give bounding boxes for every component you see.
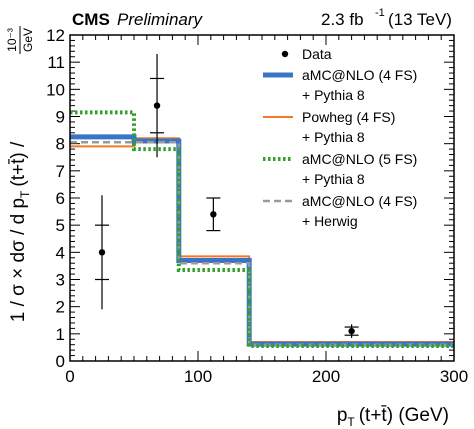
- data-point: [210, 211, 217, 218]
- y-tick-label: 1: [56, 325, 65, 344]
- y-tick-label: 10: [46, 80, 65, 99]
- x-tick-label: 200: [312, 367, 340, 386]
- legend-label: aMC@NLO (4 FS): [302, 67, 417, 83]
- legend-label-data: Data: [302, 46, 332, 62]
- legend: Data aMC@NLO (4 FS) + Pythia 8 Powheg (4 FS…: [263, 46, 417, 229]
- x-axis-title: pT (t+t̄) (GeV): [337, 405, 449, 429]
- y-tick-label: 9: [56, 108, 65, 127]
- y-axis-unit-num: 10⁻³: [5, 28, 19, 52]
- y-tick-label: 3: [56, 271, 65, 290]
- y-tick-label: 5: [56, 216, 65, 235]
- series-step-line: [70, 137, 454, 343]
- legend-marker-data: [281, 50, 289, 58]
- y-tick-label: 7: [56, 162, 65, 181]
- luminosity-label: 2.3 fb: [321, 10, 364, 29]
- y-axis-title: 1 / σ × dσ / d pT (t+t̄) / 10⁻³ GeV: [5, 26, 35, 322]
- y-axis-title-rest: (t+t̄) /: [8, 141, 29, 187]
- y-axis-title-sub: T: [18, 190, 32, 198]
- legend-label-line2: + Pythia 8: [302, 87, 365, 103]
- series-step-line: [70, 141, 454, 346]
- data-point: [153, 102, 161, 109]
- legend-label-line2: + Pythia 8: [302, 171, 365, 187]
- y-tick-label: 0: [56, 352, 65, 371]
- x-tick-label: 300: [440, 367, 468, 386]
- legend-label: aMC@NLO (5 FS): [302, 151, 417, 167]
- legend-label-line2: + Pythia 8: [302, 129, 365, 145]
- svg-text:1 / σ × dσ / d pT(t+t̄) /: 1 / σ × dσ / d pT (t+t̄) /: [8, 141, 32, 322]
- y-tick-label: 4: [56, 243, 65, 262]
- legend-label-line2: + Herwig: [302, 213, 358, 229]
- status-label: Preliminary: [117, 10, 204, 29]
- luminosity-exponent: -1: [375, 7, 385, 19]
- y-axis-unit-den: GeV: [21, 28, 35, 52]
- experiment-label: CMS: [72, 10, 110, 29]
- y-tick-label: 12: [46, 26, 65, 45]
- y-tick-label: 6: [56, 189, 65, 208]
- series-step-line: [70, 110, 454, 349]
- x-tick-label: 100: [184, 367, 212, 386]
- energy-label: (13 TeV): [388, 10, 452, 29]
- legend-label: Powheg (4 FS): [302, 109, 395, 125]
- y-tick-label: 2: [56, 298, 65, 317]
- data-layer: [95, 54, 359, 338]
- y-axis-title-main: 1 / σ × dσ / d p: [8, 198, 29, 322]
- plot-frame: [69, 34, 455, 362]
- y-tick-label: 11: [47, 53, 65, 72]
- legend-label: aMC@NLO (4 FS): [302, 193, 417, 209]
- data-point: [348, 327, 355, 335]
- x-tick-label: 0: [65, 367, 74, 386]
- data-point: [98, 249, 106, 256]
- series-step-line: [70, 134, 454, 347]
- series-layer: [70, 110, 454, 349]
- y-tick-label: 8: [56, 135, 65, 154]
